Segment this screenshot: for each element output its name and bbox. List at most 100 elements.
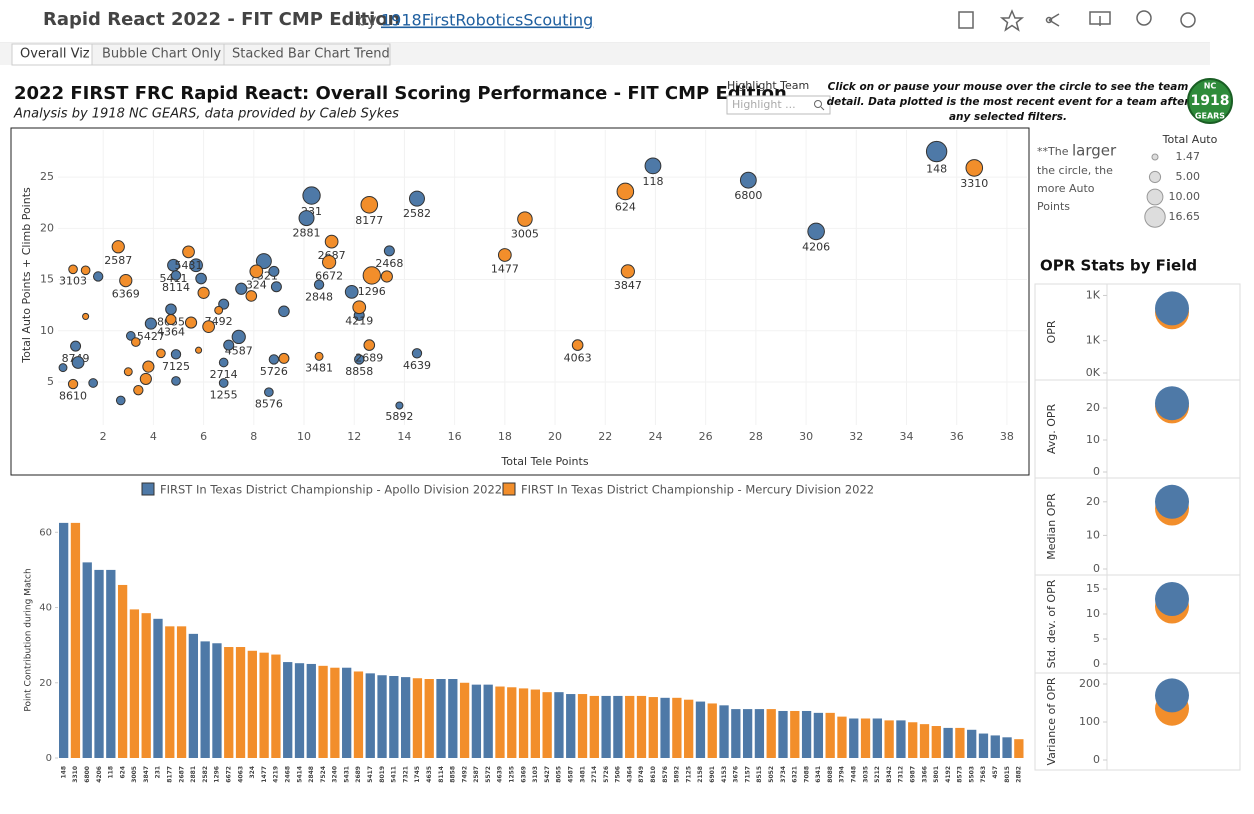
bar[interactable] xyxy=(141,613,151,758)
bar[interactable] xyxy=(1002,737,1012,758)
bar[interactable] xyxy=(353,671,364,758)
bar[interactable] xyxy=(554,692,564,758)
bar[interactable] xyxy=(837,716,847,758)
point[interactable] xyxy=(184,316,198,329)
point[interactable] xyxy=(313,279,325,290)
point[interactable] xyxy=(58,363,68,373)
bar[interactable] xyxy=(625,695,635,758)
bar[interactable] xyxy=(330,667,340,758)
bar[interactable] xyxy=(908,722,918,758)
bar[interactable] xyxy=(766,709,776,758)
bar[interactable] xyxy=(601,695,611,758)
opr-dot[interactable] xyxy=(1155,582,1189,616)
point[interactable] xyxy=(314,351,324,361)
bar[interactable] xyxy=(566,694,576,758)
point[interactable] xyxy=(182,245,195,259)
bar[interactable] xyxy=(530,689,540,758)
point[interactable] xyxy=(380,270,393,283)
point[interactable] xyxy=(171,376,181,386)
point[interactable] xyxy=(408,190,425,207)
bar[interactable] xyxy=(247,650,257,758)
bar[interactable] xyxy=(200,641,210,758)
point[interactable] xyxy=(170,349,182,360)
point[interactable] xyxy=(189,258,203,273)
point[interactable] xyxy=(363,339,376,351)
tab[interactable] xyxy=(223,43,391,66)
opr-dot[interactable] xyxy=(1155,678,1189,713)
point[interactable] xyxy=(92,271,104,282)
point[interactable] xyxy=(165,303,177,316)
bar[interactable] xyxy=(176,626,187,758)
bar[interactable] xyxy=(448,679,458,758)
bar[interactable] xyxy=(896,720,906,758)
point[interactable] xyxy=(133,384,144,396)
point[interactable] xyxy=(142,360,155,373)
point[interactable] xyxy=(80,265,91,276)
bar[interactable] xyxy=(742,709,753,758)
point[interactable] xyxy=(195,346,203,354)
point[interactable] xyxy=(223,339,235,351)
point[interactable] xyxy=(270,281,282,293)
bar[interactable] xyxy=(672,697,682,758)
bar[interactable] xyxy=(82,562,92,758)
point[interactable] xyxy=(620,264,635,279)
bar[interactable] xyxy=(483,684,493,758)
point[interactable] xyxy=(264,387,274,398)
bar[interactable] xyxy=(153,618,163,758)
point[interactable] xyxy=(965,159,984,177)
bar[interactable] xyxy=(684,699,694,758)
point[interactable] xyxy=(322,255,337,270)
point[interactable] xyxy=(268,265,280,277)
bar[interactable] xyxy=(577,694,588,758)
bar[interactable] xyxy=(518,688,529,758)
bar[interactable] xyxy=(919,724,930,758)
tab-label[interactable]: Stacked Bar Chart Trend xyxy=(232,47,390,62)
point[interactable] xyxy=(497,248,512,262)
download-icon[interactable] xyxy=(1089,11,1111,26)
point[interactable] xyxy=(925,140,948,163)
bar[interactable] xyxy=(412,678,423,758)
point[interactable] xyxy=(360,195,379,214)
bar[interactable] xyxy=(542,692,552,758)
metrics-icon[interactable] xyxy=(1136,10,1152,26)
opr-dot[interactable] xyxy=(1155,484,1189,519)
edit-icon[interactable] xyxy=(958,11,974,29)
legend-label[interactable]: FIRST In Texas District Championship - A… xyxy=(160,483,502,497)
bar[interactable] xyxy=(660,697,670,758)
share-icon[interactable] xyxy=(1048,13,1060,27)
bar[interactable] xyxy=(235,647,246,758)
bar[interactable] xyxy=(271,654,281,758)
highlight-input[interactable] xyxy=(726,95,831,115)
bar[interactable] xyxy=(117,584,128,758)
point[interactable] xyxy=(383,245,395,257)
bar[interactable] xyxy=(731,709,741,758)
bar[interactable] xyxy=(424,679,434,758)
bar[interactable] xyxy=(849,718,859,759)
author-link[interactable]: 1918FirstRoboticsScouting xyxy=(381,11,593,30)
bar[interactable] xyxy=(59,522,69,758)
point[interactable] xyxy=(218,378,229,388)
bar[interactable] xyxy=(389,675,399,758)
point[interactable] xyxy=(197,286,210,299)
point[interactable] xyxy=(214,305,224,315)
point[interactable] xyxy=(352,300,367,315)
point[interactable] xyxy=(67,378,79,390)
point[interactable] xyxy=(324,234,339,249)
point[interactable] xyxy=(218,357,229,368)
bar[interactable] xyxy=(648,697,658,758)
bar[interactable] xyxy=(719,705,729,758)
point[interactable] xyxy=(249,264,264,279)
bar[interactable] xyxy=(813,712,824,758)
point[interactable] xyxy=(517,211,533,227)
bar[interactable] xyxy=(825,712,835,758)
point[interactable] xyxy=(82,312,90,320)
bar[interactable] xyxy=(224,647,234,758)
bar[interactable] xyxy=(778,710,788,758)
point[interactable] xyxy=(644,157,662,175)
bar[interactable] xyxy=(365,673,375,758)
point[interactable] xyxy=(70,340,82,352)
point[interactable] xyxy=(68,264,78,275)
bar[interactable] xyxy=(106,569,116,758)
point[interactable] xyxy=(170,270,182,281)
point[interactable] xyxy=(123,367,133,377)
